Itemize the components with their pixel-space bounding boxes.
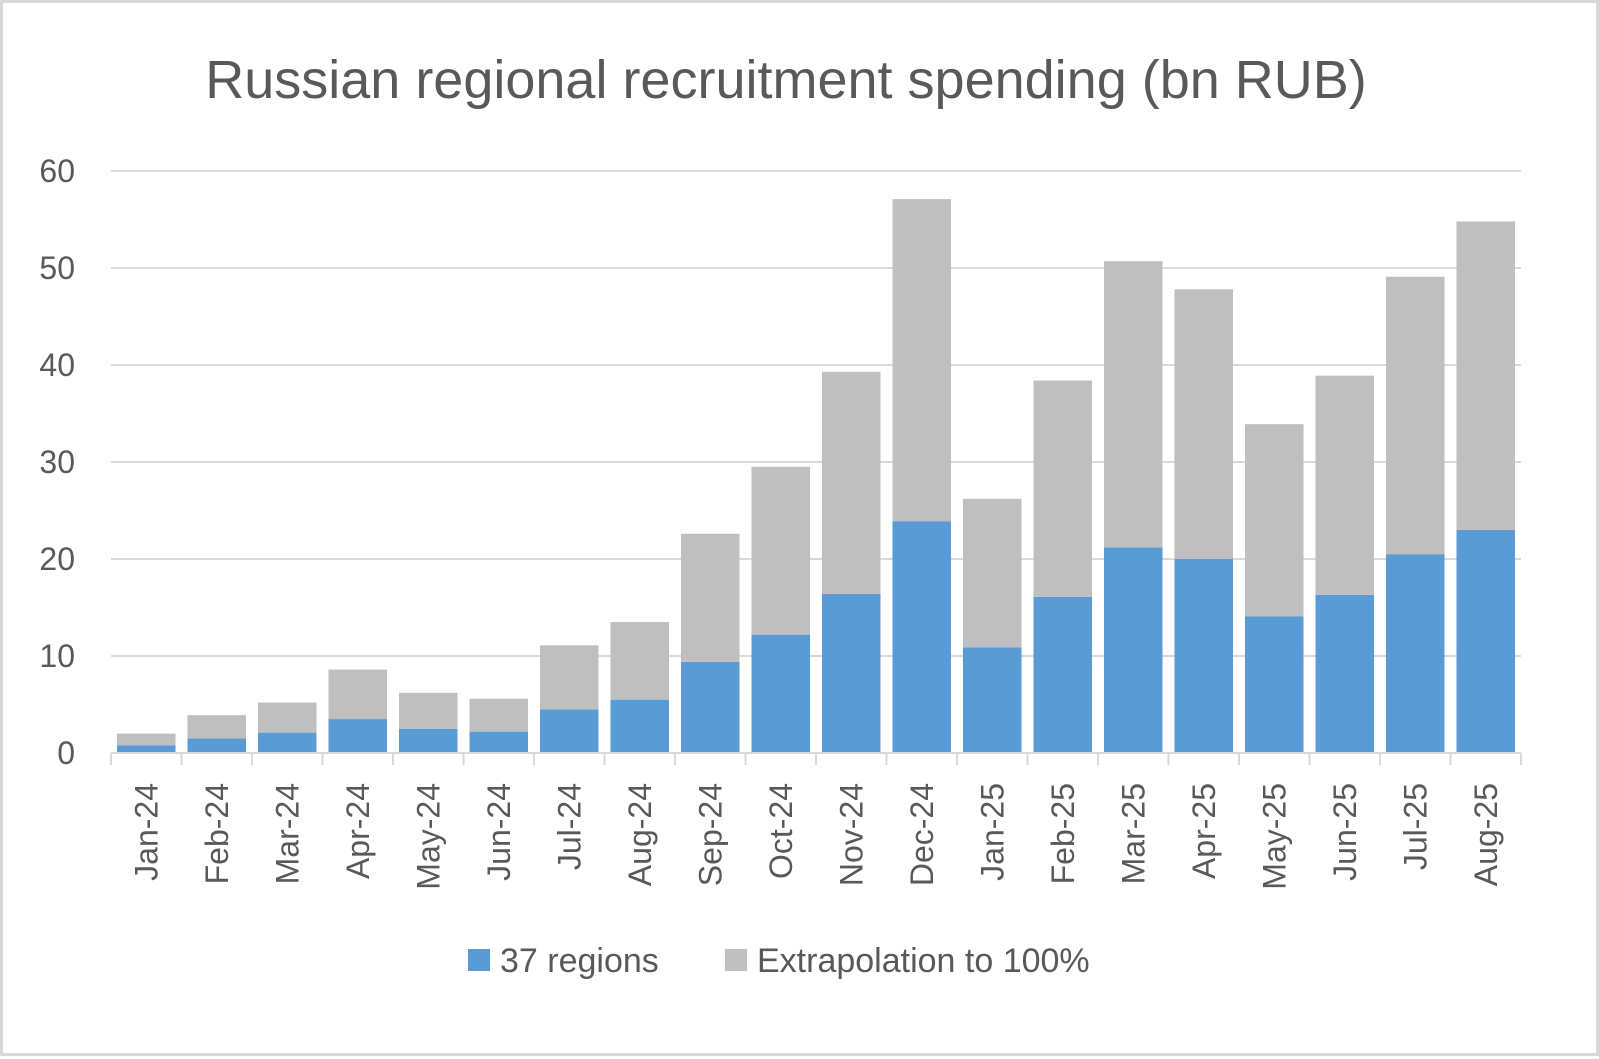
x-tick-label: Mar-25 — [1115, 783, 1151, 884]
y-tick-label: 60 — [39, 153, 75, 189]
bar-regions — [116, 745, 176, 753]
x-tick-label: Jan-25 — [974, 783, 1010, 881]
y-tick-label: 10 — [39, 638, 75, 674]
bar-extrapolation — [116, 733, 176, 746]
legend-label: Extrapolation to 100% — [757, 942, 1090, 980]
chart-svg: Russian regional recruitment spending (b… — [39, 50, 1522, 980]
bar-extrapolation — [1456, 221, 1516, 530]
x-tick-label: Apr-24 — [340, 783, 376, 879]
bar-extrapolation — [257, 702, 317, 733]
x-tick-label: Aug-24 — [622, 783, 658, 886]
bar-extrapolation — [539, 645, 599, 710]
bar-extrapolation — [187, 715, 247, 739]
bar-regions — [257, 732, 317, 753]
bar-extrapolation — [1385, 276, 1445, 555]
y-tick-label: 0 — [57, 735, 75, 771]
x-tick-label: Oct-24 — [763, 783, 799, 879]
bar-regions — [1315, 594, 1375, 753]
x-tick-label: Jan-24 — [128, 783, 164, 881]
x-tick-label: Feb-25 — [1045, 783, 1081, 884]
bar-extrapolation — [1103, 261, 1163, 548]
x-tick-label: Apr-25 — [1186, 783, 1222, 879]
legend-swatch — [468, 949, 490, 971]
bar-regions — [539, 709, 599, 753]
bar-regions — [187, 738, 247, 753]
y-tick-label: 40 — [39, 347, 75, 383]
x-tick-label: Dec-24 — [904, 783, 940, 886]
x-tick-label: Jun-25 — [1327, 783, 1363, 881]
y-tick-label: 20 — [39, 541, 75, 577]
bar-regions — [610, 699, 670, 753]
legend: 37 regions Extrapolation to 100% — [468, 942, 1090, 980]
bar-extrapolation — [680, 533, 740, 662]
bar-regions — [680, 661, 740, 753]
bar-regions — [1174, 559, 1234, 753]
axis-layer: 0 10 20 30 40 50 60 Jan-24 Feb-24 Mar-24 Apr-24 May… — [39, 153, 1522, 890]
bar-extrapolation — [1244, 424, 1304, 617]
y-tick-label: 50 — [39, 250, 75, 286]
x-tick-label: Nov-24 — [833, 783, 869, 886]
bar-extrapolation — [821, 371, 881, 594]
x-tick-label: Jun-24 — [481, 783, 517, 881]
x-tick-label: Aug-25 — [1468, 783, 1504, 886]
bar-regions — [1385, 554, 1445, 753]
bar-regions — [1103, 547, 1163, 753]
bar-extrapolation — [1174, 289, 1234, 559]
bar-regions — [962, 647, 1022, 753]
bar-extrapolation — [962, 498, 1022, 648]
bar-extrapolation — [398, 692, 458, 729]
bar-extrapolation — [469, 698, 529, 732]
y-tick-label: 30 — [39, 444, 75, 480]
bar-extrapolation — [610, 622, 670, 700]
x-tick-label: Jul-25 — [1397, 783, 1433, 870]
x-tick-label: Mar-24 — [269, 783, 305, 884]
x-tick-label: Feb-24 — [199, 783, 235, 884]
x-tick-label: Jul-24 — [551, 783, 587, 870]
bar-regions — [821, 593, 881, 753]
bar-regions — [1033, 596, 1093, 753]
grid-layer — [111, 170, 1521, 657]
x-tick-label: Sep-24 — [692, 783, 728, 886]
bar-extrapolation — [1033, 380, 1093, 597]
bar-extrapolation — [328, 669, 388, 720]
bar-regions — [1244, 616, 1304, 753]
bar-regions — [892, 521, 952, 753]
bars-layer — [116, 199, 1516, 753]
bar-regions — [398, 728, 458, 753]
x-tick-label: May-24 — [410, 783, 446, 890]
bar-regions — [328, 719, 388, 753]
bar-regions — [1456, 529, 1516, 753]
bar-regions — [469, 731, 529, 753]
legend-label: 37 regions — [500, 942, 659, 980]
legend-swatch — [725, 949, 747, 971]
bar-regions — [751, 634, 811, 753]
bar-extrapolation — [892, 199, 952, 522]
x-tick-label: May-25 — [1256, 783, 1292, 890]
bar-extrapolation — [1315, 375, 1375, 595]
chart-title: Russian regional recruitment spending (b… — [205, 50, 1367, 110]
bar-extrapolation — [751, 466, 811, 635]
